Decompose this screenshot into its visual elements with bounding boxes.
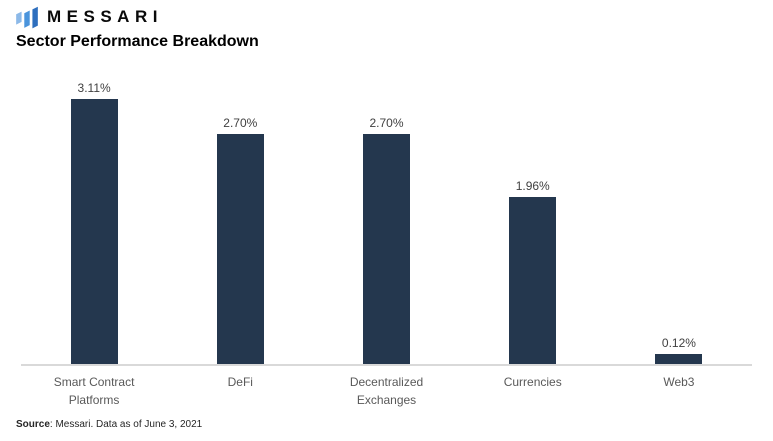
logo-bar-mid [24,10,30,28]
bar [70,99,118,364]
category-label: Currencies [503,375,562,389]
x-axis-line [21,364,752,366]
logo-wordmark: MESSARI [47,7,163,26]
bar-value-label: 0.12% [661,336,696,350]
bar [509,197,557,364]
bar-value-label: 2.70% [369,116,404,130]
source-label: Source [16,419,50,430]
bar-value-label: 1.96% [515,179,550,193]
category-label: DeFi [227,375,253,389]
bar [363,134,410,364]
bar-plot: 3.11% 2.70% 2.70% 1.96% 0.12% [21,0,752,364]
source-text: : Messari. Data as of June 3, 2021 [49,419,203,430]
bar-value-label: 2.70% [223,116,258,130]
category-label: Decentralized Exchanges [349,375,424,407]
logo-bar-right [32,6,38,29]
category-label: Web3 [663,375,695,389]
page-title: Sector Performance Breakdown [16,33,259,50]
logo-bar-left [16,11,22,25]
bar [655,354,703,364]
bar-column: 1.96% [460,0,606,364]
messari-logo-icon [16,6,38,29]
category-label: Smart Contract Platforms [53,375,135,407]
bar-column: 2.70% [313,0,459,364]
bar [216,134,264,364]
category-axis: Smart Contract Platforms DeFi Decentralize… [21,373,752,409]
source-note: Source: Messari. Data as of June 3, 2021 [16,419,202,430]
bar-value-label: 3.11% [77,81,111,95]
bar-column: 2.70% [167,0,313,364]
bar-column: 0.12% [606,0,752,364]
bar-column: 3.11% [21,0,167,364]
messari-logo: MESSARI [14,4,163,30]
